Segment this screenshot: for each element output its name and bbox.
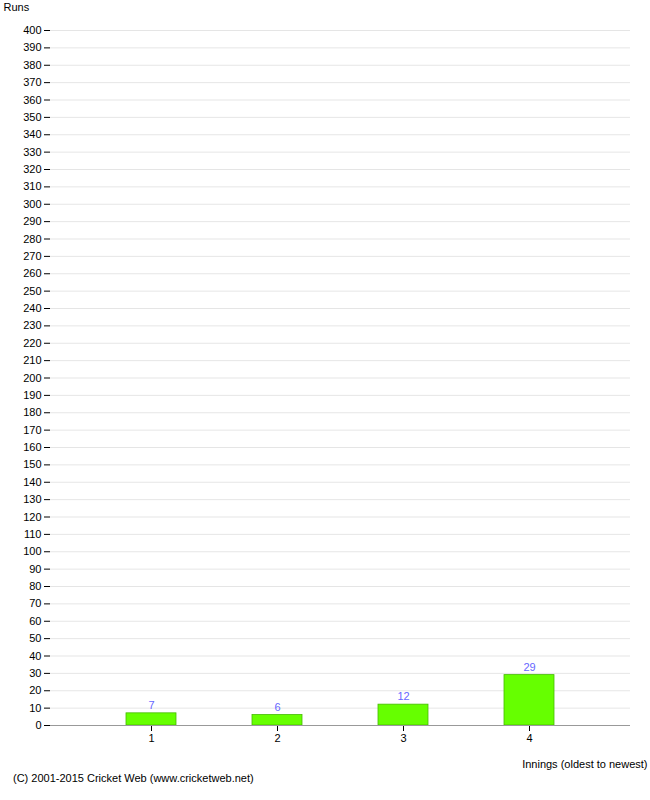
svg-text:190: 190 <box>23 389 41 401</box>
html-text:(C) 2001-2015 Cricket Web (www: (C) 2001-2015 Cricket Web (www.cricketwe… <box>13 772 254 784</box>
svg-text:30: 30 <box>29 667 41 679</box>
svg-text:4: 4 <box>526 732 532 744</box>
svg-text:130: 130 <box>23 493 41 505</box>
svg-text:Innings (oldest to newest): Innings (oldest to newest) <box>522 758 647 770</box>
svg-text:110: 110 <box>24 528 42 540</box>
svg-text:29: 29 <box>523 661 535 673</box>
svg-text:3: 3 <box>400 732 406 744</box>
svg-text:360: 360 <box>23 94 41 106</box>
svg-text:260: 260 <box>23 267 41 279</box>
svg-text:340: 340 <box>23 128 41 140</box>
svg-text:350: 350 <box>23 111 41 123</box>
svg-text:120: 120 <box>23 511 41 523</box>
svg-text:100: 100 <box>23 545 41 557</box>
svg-text:150: 150 <box>23 458 41 470</box>
svg-text:40: 40 <box>29 650 41 662</box>
svg-text:220: 220 <box>23 337 41 349</box>
svg-text:Runs: Runs <box>4 1 30 13</box>
svg-text:320: 320 <box>23 163 41 175</box>
svg-text:50: 50 <box>29 632 41 644</box>
svg-text:270: 270 <box>23 250 41 262</box>
svg-text:0: 0 <box>35 719 41 731</box>
svg-text:400: 400 <box>23 24 41 36</box>
svg-text:12: 12 <box>397 690 409 702</box>
svg-text:70: 70 <box>29 597 41 609</box>
svg-text:280: 280 <box>23 233 41 245</box>
svg-text:170: 170 <box>23 424 41 436</box>
svg-text:80: 80 <box>29 580 41 592</box>
svg-text:250: 250 <box>23 285 41 297</box>
svg-text:290: 290 <box>23 215 41 227</box>
svg-text:390: 390 <box>23 41 41 53</box>
svg-text:180: 180 <box>23 406 41 418</box>
svg-text:210: 210 <box>23 354 41 366</box>
svg-text:330: 330 <box>23 146 41 158</box>
svg-text:300: 300 <box>23 198 41 210</box>
svg-text:90: 90 <box>29 563 41 575</box>
svg-text:160: 160 <box>23 441 41 453</box>
svg-text:310: 310 <box>23 180 41 192</box>
svg-text:370: 370 <box>23 76 41 88</box>
svg-text:1: 1 <box>148 732 154 744</box>
svg-text:7: 7 <box>148 699 154 711</box>
svg-text:200: 200 <box>23 372 41 384</box>
svg-text:10: 10 <box>29 702 41 714</box>
svg-text:240: 240 <box>23 302 41 314</box>
svg-text:230: 230 <box>23 319 41 331</box>
svg-text:6: 6 <box>274 701 280 713</box>
svg-text:2: 2 <box>274 732 280 744</box>
svg-text:380: 380 <box>23 59 41 71</box>
svg-text:20: 20 <box>29 684 41 696</box>
svg-text:60: 60 <box>29 615 41 627</box>
svg-text:140: 140 <box>23 476 41 488</box>
